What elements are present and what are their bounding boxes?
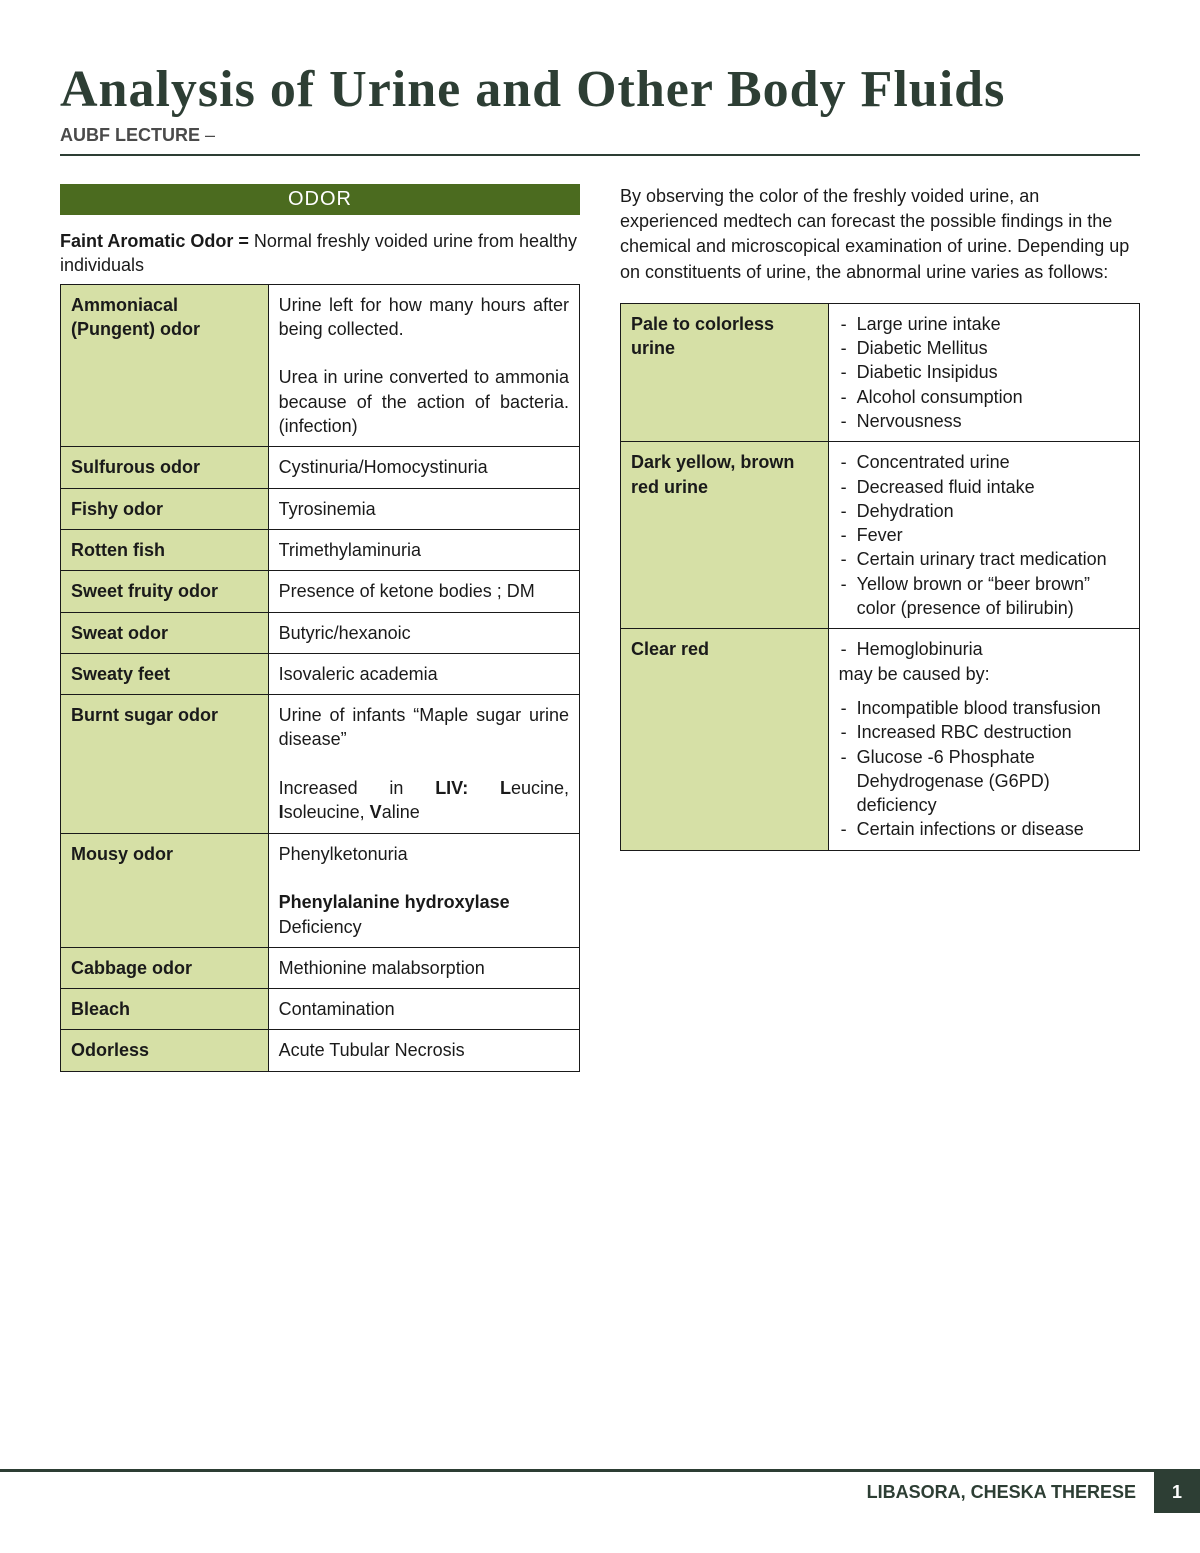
odor-banner: ODOR <box>60 184 580 215</box>
odor-value: Trimethylaminuria <box>268 529 579 570</box>
odor-key: Sweat odor <box>61 612 269 653</box>
page-footer: LIBASORA, CHESKA THERESE 1 <box>0 1469 1200 1513</box>
list-item: Alcohol consumption <box>839 385 1129 409</box>
odor-value: Tyrosinemia <box>268 488 579 529</box>
table-row: Burnt sugar odorUrine of infants “Maple … <box>61 695 580 833</box>
odor-value: Methionine malabsorption <box>268 947 579 988</box>
odor-key: Bleach <box>61 989 269 1030</box>
header-rule <box>60 154 1140 156</box>
list-item: Concentrated urine <box>839 450 1129 474</box>
list-item: Dehydration <box>839 499 1129 523</box>
color-value: Large urine intakeDiabetic MellitusDiabe… <box>828 303 1139 441</box>
odor-key: Odorless <box>61 1030 269 1071</box>
list: Hemoglobinuria <box>839 637 1129 661</box>
footer-bar: LIBASORA, CHESKA THERESE 1 <box>0 1469 1200 1513</box>
odor-value: Urine left for how many hours after bein… <box>268 284 579 447</box>
left-column: ODOR Faint Aromatic Odor = Normal freshl… <box>60 184 580 1072</box>
color-key: Dark yellow, brown red urine <box>621 442 829 629</box>
table-row: Dark yellow, brown red urineConcentrated… <box>621 442 1140 629</box>
right-column: By observing the color of the freshly vo… <box>620 184 1140 1072</box>
table-row: Rotten fishTrimethylaminuria <box>61 529 580 570</box>
table-row: Sweaty feetIsovaleric academia <box>61 653 580 694</box>
odor-value: PhenylketonuriaPhenylalanine hydroxylase… <box>268 833 579 947</box>
color-intro: By observing the color of the freshly vo… <box>620 184 1140 285</box>
page-subtitle: AUBF LECTURE – <box>60 125 1140 146</box>
color-key: Pale to colorless urine <box>621 303 829 441</box>
subtitle-bold: AUBF LECTURE <box>60 125 200 145</box>
list-item: Fever <box>839 523 1129 547</box>
odor-key: Ammoniacal (Pungent) odor <box>61 284 269 447</box>
table-row: Cabbage odorMethionine malabsorption <box>61 947 580 988</box>
table-row: Sweet fruity odorPresence of ketone bodi… <box>61 571 580 612</box>
odor-key: Sulfurous odor <box>61 447 269 488</box>
subtitle-dash: – <box>200 125 215 145</box>
color-table: Pale to colorless urineLarge urine intak… <box>620 303 1140 851</box>
table-row: Fishy odorTyrosinemia <box>61 488 580 529</box>
list-item: Hemoglobinuria <box>839 637 1129 661</box>
table-row: Ammoniacal (Pungent) odorUrine left for … <box>61 284 580 447</box>
color-value: Concentrated urineDecreased fluid intake… <box>828 442 1139 629</box>
list-item: Yellow brown or “beer brown” color (pres… <box>839 572 1129 621</box>
odor-value: Butyric/hexanoic <box>268 612 579 653</box>
odor-key: Burnt sugar odor <box>61 695 269 833</box>
odor-value: Isovaleric academia <box>268 653 579 694</box>
list: Incompatible blood transfusionIncreased … <box>839 696 1129 842</box>
list-item: Diabetic Insipidus <box>839 360 1129 384</box>
odor-table: Ammoniacal (Pungent) odorUrine left for … <box>60 284 580 1072</box>
list-item: Diabetic Mellitus <box>839 336 1129 360</box>
color-value: Hemoglobinuriamay be caused by: Incompati… <box>828 629 1139 850</box>
odor-value: Contamination <box>268 989 579 1030</box>
table-row: Clear redHemoglobinuriamay be caused by:… <box>621 629 1140 850</box>
table-row: Sulfurous odorCystinuria/Homocystinuria <box>61 447 580 488</box>
list: Large urine intakeDiabetic MellitusDiabe… <box>839 312 1129 433</box>
list-item: Nervousness <box>839 409 1129 433</box>
odor-key: Sweaty feet <box>61 653 269 694</box>
odor-key: Sweet fruity odor <box>61 571 269 612</box>
table-row: Sweat odorButyric/hexanoic <box>61 612 580 653</box>
odor-value: Urine of infants “Maple sugar urine dise… <box>268 695 579 833</box>
list-item: Incompatible blood transfusion <box>839 696 1129 720</box>
two-column-layout: ODOR Faint Aromatic Odor = Normal freshl… <box>60 184 1140 1072</box>
odor-value: Acute Tubular Necrosis <box>268 1030 579 1071</box>
odor-key: Mousy odor <box>61 833 269 947</box>
odor-lead-bold: Faint Aromatic Odor = <box>60 231 254 251</box>
table-row: Pale to colorless urineLarge urine intak… <box>621 303 1140 441</box>
list-item: Large urine intake <box>839 312 1129 336</box>
odor-lead: Faint Aromatic Odor = Normal freshly voi… <box>60 229 580 278</box>
odor-key: Fishy odor <box>61 488 269 529</box>
list-item: Certain urinary tract medication <box>839 547 1129 571</box>
odor-value: Presence of ketone bodies ; DM <box>268 571 579 612</box>
list: Concentrated urineDecreased fluid intake… <box>839 450 1129 620</box>
list-item: Decreased fluid intake <box>839 475 1129 499</box>
footer-author: LIBASORA, CHESKA THERESE <box>849 1472 1154 1513</box>
odor-key: Cabbage odor <box>61 947 269 988</box>
color-key: Clear red <box>621 629 829 850</box>
page: Analysis of Urine and Other Body Fluids … <box>0 0 1200 1553</box>
table-row: OdorlessAcute Tubular Necrosis <box>61 1030 580 1071</box>
list-item: Glucose -6 Phosphate Dehydrogenase (G6PD… <box>839 745 1129 818</box>
page-title: Analysis of Urine and Other Body Fluids <box>60 60 1140 119</box>
list-item: Increased RBC destruction <box>839 720 1129 744</box>
table-row: Mousy odorPhenylketonuriaPhenylalanine h… <box>61 833 580 947</box>
list-lead-after: may be caused by: <box>839 662 1129 686</box>
table-row: BleachContamination <box>61 989 580 1030</box>
footer-page-number: 1 <box>1154 1472 1200 1513</box>
odor-key: Rotten fish <box>61 529 269 570</box>
list-item: Certain infections or disease <box>839 817 1129 841</box>
odor-value: Cystinuria/Homocystinuria <box>268 447 579 488</box>
